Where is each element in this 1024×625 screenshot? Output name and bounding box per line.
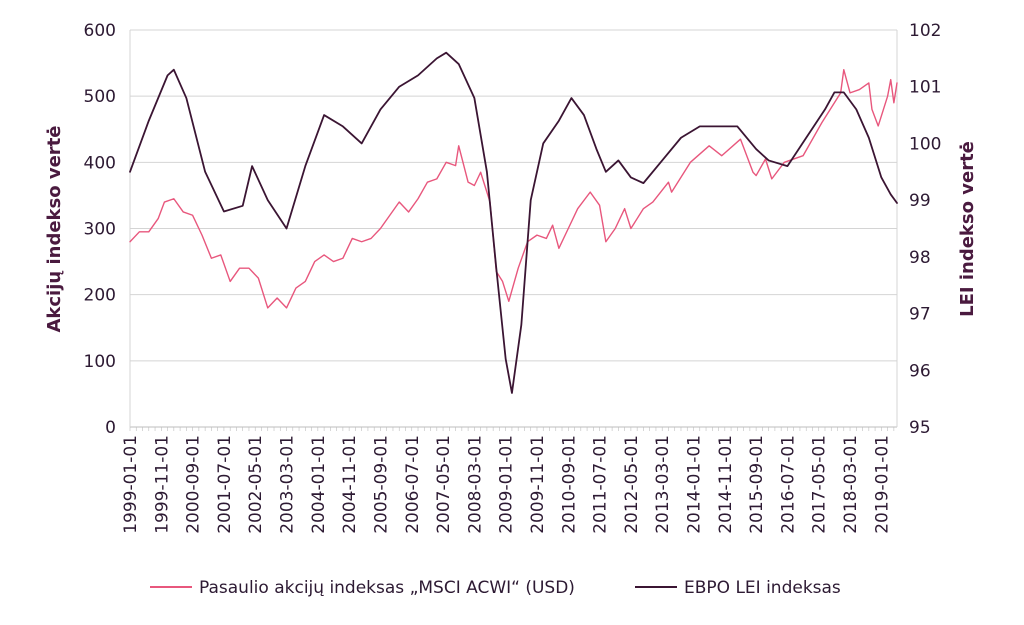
x-tick-label: 2000-09-01 xyxy=(184,435,204,534)
x-tick-label: 2014-01-01 xyxy=(685,435,705,534)
x-tick-label: 2006-07-01 xyxy=(403,435,423,534)
legend-label-msci: Pasaulio akcijų indeksas „MSCI ACWI“ (US… xyxy=(199,578,575,598)
left-tick-label: 500 xyxy=(84,87,116,107)
x-tick-label: 2009-11-01 xyxy=(528,435,548,534)
x-tick-label: 2011-07-01 xyxy=(591,435,611,534)
x-tick-label: 2008-03-01 xyxy=(465,435,485,534)
axes xyxy=(129,30,898,431)
x-tick-label: 2014-11-01 xyxy=(716,435,736,534)
legend: Pasaulio akcijų indeksas „MSCI ACWI“ (US… xyxy=(150,578,841,598)
left-axis-title: Akcijų indekso vertė xyxy=(44,125,65,332)
right-tick-label: 102 xyxy=(909,21,941,41)
right-tick-label: 98 xyxy=(909,248,931,268)
right-tick-label: 100 xyxy=(909,134,941,154)
x-tick-label: 2009-01-01 xyxy=(497,435,517,534)
x-tick-label: 2016-07-01 xyxy=(778,435,798,534)
left-tick-label: 100 xyxy=(84,352,116,372)
x-tick-label: 2012-05-01 xyxy=(622,435,642,534)
right-tick-label: 96 xyxy=(909,361,931,381)
x-tick-label: 2013-03-01 xyxy=(653,435,673,534)
series-line-msci-acwi xyxy=(129,69,898,309)
grid-lines xyxy=(130,29,897,362)
right-tick-label: 95 xyxy=(909,418,931,438)
right-tick-label: 101 xyxy=(909,78,941,98)
x-tick-label: 2007-05-01 xyxy=(434,435,454,534)
x-tick-label: 2003-03-01 xyxy=(278,435,298,534)
x-tick-label: 2004-11-01 xyxy=(340,435,360,534)
x-tick-label: 2017-05-01 xyxy=(810,435,830,534)
x-tick-label: 2004-01-01 xyxy=(309,435,329,534)
left-tick-label: 300 xyxy=(84,220,116,240)
left-tick-label: 600 xyxy=(84,21,116,41)
left-tick-label: 200 xyxy=(84,286,116,306)
right-tick-label: 97 xyxy=(909,305,931,325)
left-tick-label: 0 xyxy=(105,418,116,438)
x-tick-label: 2005-09-01 xyxy=(371,435,391,534)
left-tick-label: 400 xyxy=(84,153,116,173)
x-tick-label: 1999-01-01 xyxy=(121,435,141,534)
series-line-oecd-lei xyxy=(129,51,898,394)
right-tick-label: 99 xyxy=(909,191,931,211)
x-tick-label: 2019-01-01 xyxy=(872,435,892,534)
right-axis-title: LEI indekso vertė xyxy=(957,141,978,317)
x-tick-label: 2010-09-01 xyxy=(559,435,579,534)
x-tick-label: 2018-03-01 xyxy=(841,435,861,534)
x-tick-label: 2001-07-01 xyxy=(215,435,235,534)
x-tick-label: 2002-05-01 xyxy=(246,435,266,534)
x-tick-label: 1999-11-01 xyxy=(152,435,172,534)
series-lines xyxy=(129,51,898,394)
tick-labels: 0 100 200 300 400 500 600 95 96 97 98 99 100 101 102 19… xyxy=(84,21,942,534)
x-tick-label: 2015-09-01 xyxy=(747,435,767,534)
legend-label-lei: EBPO LEI indeksas xyxy=(684,578,841,598)
